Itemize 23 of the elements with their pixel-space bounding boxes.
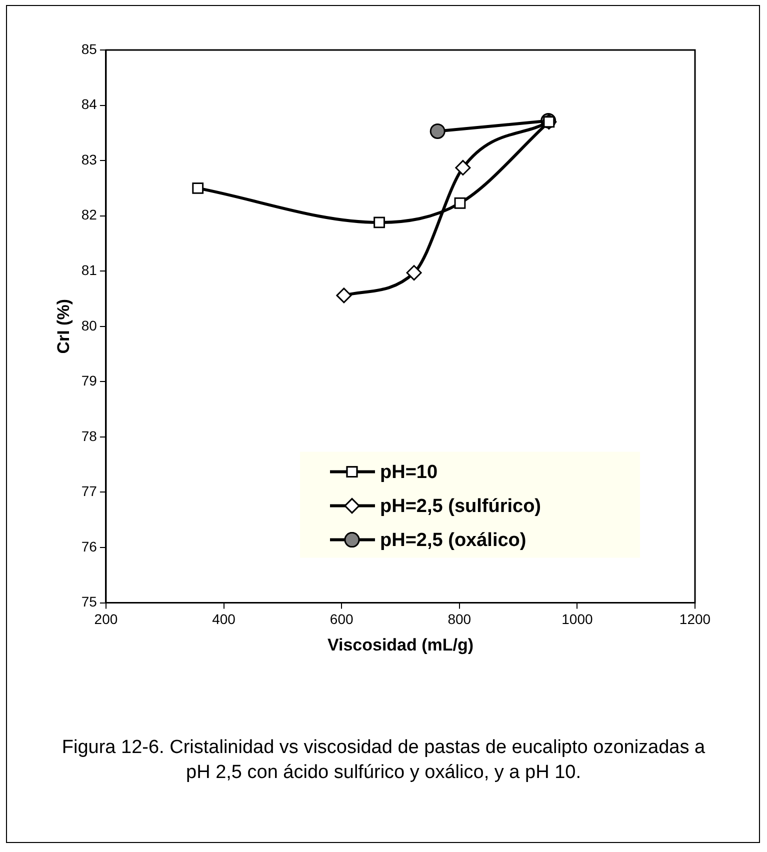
y-tick-label: 79 [81, 372, 98, 389]
x-tick-label: 600 [330, 611, 354, 628]
legend-label: pH=2,5 (sulfúrico) [380, 496, 541, 518]
y-tick-label: 84 [81, 96, 98, 112]
x-tick-label: 800 [448, 611, 472, 628]
legend-label: pH=2,5 (oxálico) [380, 530, 526, 552]
y-tick-label: 75 [81, 594, 98, 610]
legend-label: pH=10 [380, 462, 438, 484]
y-tick-label: 82 [81, 206, 98, 223]
y-tick-label: 81 [81, 262, 98, 278]
x-tick-label: 400 [212, 611, 236, 628]
x-axis-title: Viscosidad (mL/g) [327, 635, 474, 654]
x-tick-label: 1200 [679, 611, 711, 628]
y-axis-title: CrI (%) [54, 299, 73, 354]
y-tick-label: 83 [81, 151, 98, 168]
y-tick-label: 80 [81, 317, 98, 334]
y-tick-label: 77 [81, 483, 98, 500]
y-tick-label: 78 [81, 428, 98, 444]
y-tick-label: 76 [81, 538, 98, 554]
text: Figura 12-6. Cristalinidad vs viscosidad de pastas de eucalipto ozonizadas a pH 2,5 con ácido sulfúrico y oxálico, y a pH 10. [60, 736, 706, 785]
y-tick-label: 85 [81, 40, 98, 57]
x-tick-label: 200 [94, 611, 118, 628]
x-tick-label: 1000 [562, 611, 593, 628]
